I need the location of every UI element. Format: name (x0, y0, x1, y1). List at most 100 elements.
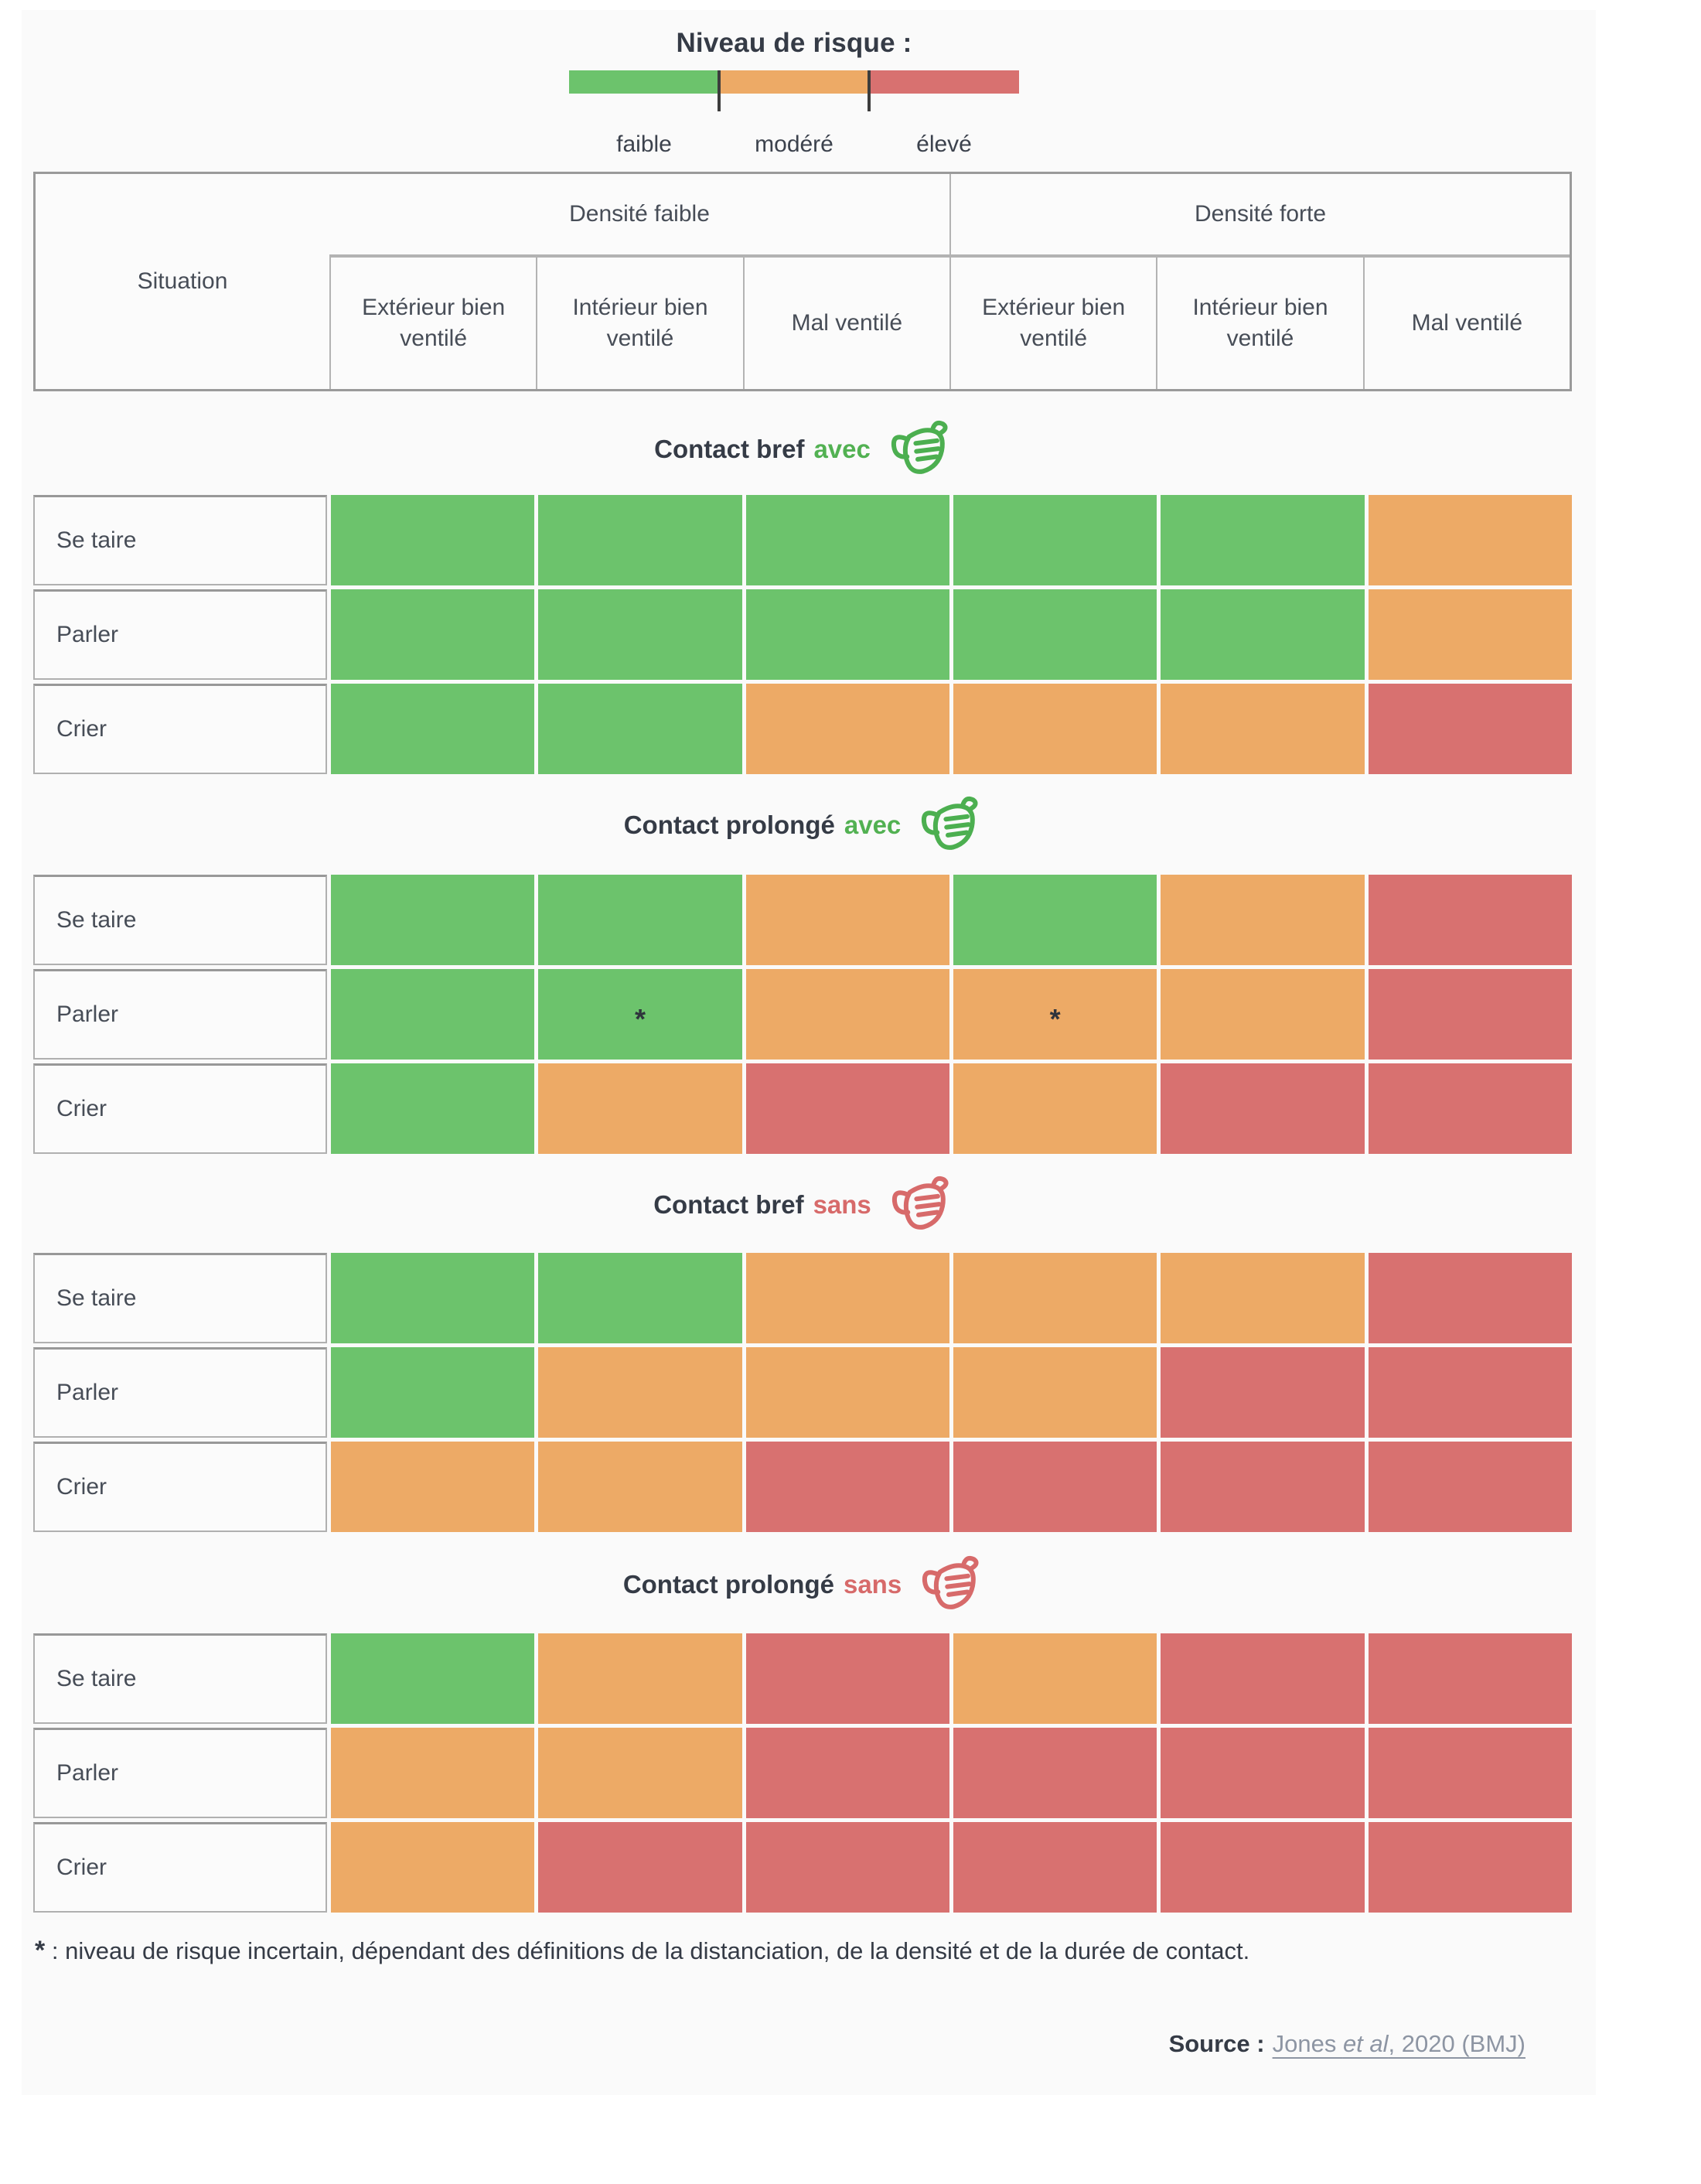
risk-cell-faible (331, 1063, 535, 1154)
risk-cell-eleve (1368, 875, 1572, 965)
footnote-text: : niveau de risque incertain, dépendant … (45, 1937, 1250, 1964)
risk-cell-faible (331, 495, 535, 585)
risk-cell-modere (953, 1633, 1157, 1724)
section-heading-contact-prolonge-avec: Contact prolongé avec (33, 788, 1572, 862)
risk-cell-eleve (1161, 1347, 1365, 1438)
risk-cell-faible (745, 589, 949, 680)
grid-row: Crier (33, 1063, 1572, 1154)
risk-cell-faible (1161, 495, 1365, 585)
column-header: Intérieur bien ventilé (536, 258, 742, 389)
legend-label-eleve: élevé (916, 131, 972, 157)
risk-cell-faible (331, 969, 535, 1060)
risk-cell-modere (745, 1253, 949, 1343)
source-link[interactable]: Jones et al, 2020 (BMJ) (1272, 2030, 1525, 2057)
risk-cell-faible: * (538, 969, 742, 1060)
column-header: Extérieur bien ventilé (949, 258, 1156, 389)
face-mask-icon (891, 420, 948, 474)
risk-cell-faible (331, 684, 535, 774)
infographic-panel: Niveau de risque : faible modéré élevé Sit… (22, 10, 1596, 2095)
grid-row: Se taire (33, 875, 1572, 965)
situation-header: Situation (137, 268, 228, 294)
risk-cell-faible (538, 495, 742, 585)
risk-cell-modere (745, 1347, 949, 1438)
group-header-densite-faible: Densité faible (329, 174, 949, 258)
mask-word: avec (813, 435, 871, 463)
face-mask-icon (891, 1176, 949, 1230)
legend-tick (867, 70, 871, 111)
risk-cell-eleve (1161, 1063, 1365, 1154)
uncertain-risk-asterisk: * (634, 1002, 646, 1035)
risk-cell-eleve (1368, 969, 1572, 1060)
row-label: Parler (33, 1728, 327, 1818)
source-line: Source : Jones et al, 2020 (BMJ) (1169, 2030, 1525, 2058)
face-mask-icon (922, 1555, 979, 1609)
risk-cell-eleve (1368, 1822, 1572, 1913)
legend-label-faible: faible (616, 131, 672, 157)
source-label: Source : (1168, 2030, 1265, 2057)
risk-cell-faible (745, 495, 949, 585)
row-label: Parler (33, 589, 327, 680)
mask-word: sans (843, 1570, 902, 1599)
risk-cell-modere (953, 1063, 1157, 1154)
risk-cell-eleve (1368, 1728, 1572, 1818)
row-label: Se taire (33, 875, 327, 965)
grid-row: Parler (33, 1728, 1572, 1818)
row-label: Parler (33, 1347, 327, 1438)
risk-cell-modere (538, 1728, 742, 1818)
risk-cell-eleve (745, 1728, 949, 1818)
row-label: Se taire (33, 495, 327, 585)
risk-cell-eleve (1368, 684, 1572, 774)
risk-cell-eleve (1368, 1253, 1572, 1343)
grid-row: Crier (33, 1822, 1572, 1913)
risk-cell-faible (538, 589, 742, 680)
risk-cell-modere (745, 684, 949, 774)
risk-cell-modere (745, 969, 949, 1060)
section-title: Contact prolongé (623, 810, 835, 839)
legend-color-bar (569, 70, 1019, 111)
section-title: Contact bref (653, 1190, 804, 1219)
section-heading-contact-bref-sans: Contact bref sans (33, 1168, 1572, 1242)
grid-row: Parler (33, 589, 1572, 680)
risk-cell-modere (331, 1442, 535, 1532)
risk-grid-contact-prolonge-avec: Se taire Parler * * Crier (33, 875, 1572, 1154)
risk-grid-contact-bref-avec: Se taire Parler Crier (33, 495, 1572, 774)
risk-cell-eleve (745, 1822, 949, 1913)
row-label: Crier (33, 1442, 327, 1532)
legend-label-modere: modéré (755, 131, 833, 157)
risk-cell-eleve (1368, 1347, 1572, 1438)
risk-cell-modere (538, 1442, 742, 1532)
risk-cell-modere (953, 1347, 1157, 1438)
section-title: Contact bref (654, 435, 805, 463)
risk-cell-eleve (1161, 1822, 1365, 1913)
risk-cell-eleve (1161, 1728, 1365, 1818)
row-label: Crier (33, 684, 327, 774)
risk-cell-modere (1161, 969, 1365, 1060)
risk-cell-faible (538, 684, 742, 774)
grid-row: Parler (33, 1347, 1572, 1438)
risk-cell-eleve (1161, 1442, 1365, 1532)
risk-cell-modere (953, 684, 1157, 774)
footnote-star: * (35, 1936, 46, 1965)
risk-cell-eleve (1161, 1633, 1365, 1724)
risk-cell-eleve (953, 1822, 1157, 1913)
risk-cell-faible (331, 1633, 535, 1724)
risk-cell-faible (1161, 589, 1365, 680)
face-mask-icon (922, 796, 978, 850)
risk-cell-faible (953, 875, 1157, 965)
risk-cell-modere (331, 1728, 535, 1818)
row-label: Se taire (33, 1253, 327, 1343)
risk-cell-faible (331, 589, 535, 680)
row-label: Crier (33, 1063, 327, 1154)
uncertain-risk-asterisk: * (1049, 1002, 1061, 1035)
section-heading-contact-prolonge-sans: Contact prolongé sans (33, 1548, 1572, 1622)
risk-cell-eleve (1368, 1442, 1572, 1532)
risk-cell-modere: * (953, 969, 1157, 1060)
legend-title: Niveau de risque : (676, 28, 912, 58)
risk-cell-modere (1161, 1253, 1365, 1343)
risk-cell-faible (331, 1347, 535, 1438)
risk-cell-faible (538, 875, 742, 965)
risk-cell-eleve (745, 1633, 949, 1724)
risk-grid-contact-prolonge-sans: Se taire Parler Crier (33, 1633, 1572, 1913)
risk-cell-faible (538, 1253, 742, 1343)
section-title: Contact prolongé (622, 1570, 834, 1599)
